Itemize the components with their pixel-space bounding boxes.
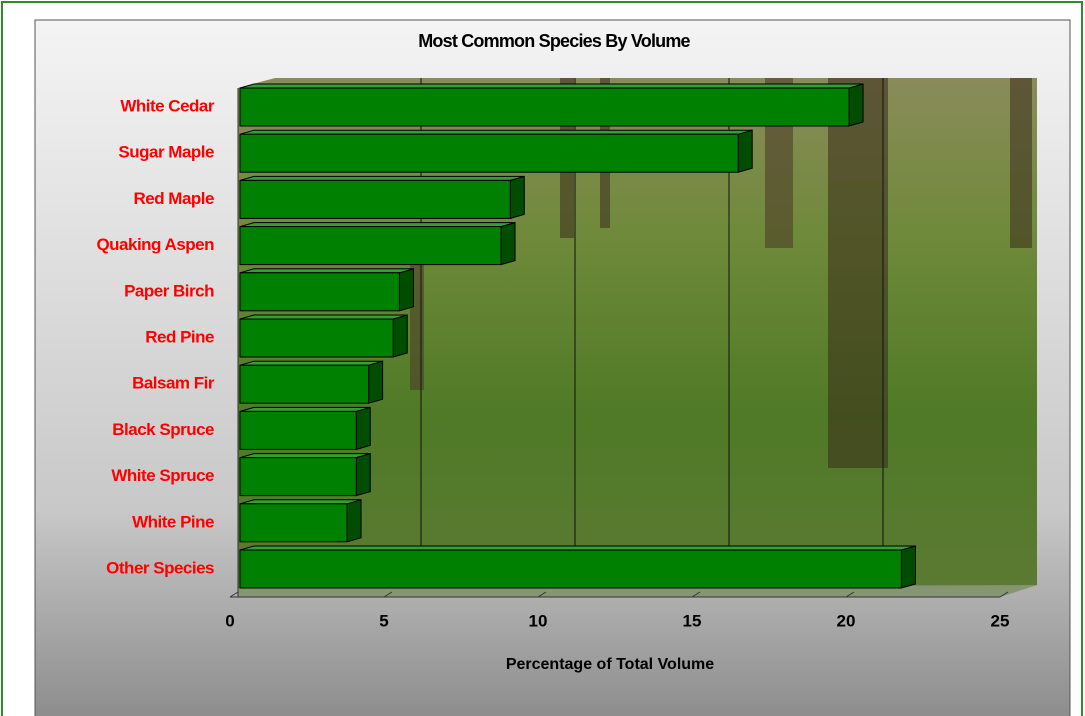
chart-title: Most Common Species By Volume	[418, 31, 690, 51]
y-tick-label: White Pine	[132, 512, 214, 531]
bar-side	[738, 130, 752, 172]
bar-side	[901, 546, 915, 588]
bar-side	[347, 500, 361, 542]
bar-top	[240, 407, 370, 411]
y-tick-label: White Spruce	[111, 466, 214, 485]
y-tick-label: White Cedar	[120, 96, 215, 115]
bar	[240, 88, 849, 126]
y-tick-label: Quaking Aspen	[96, 235, 214, 254]
bar-top	[240, 315, 407, 319]
bar-top	[240, 84, 863, 88]
bar-top	[240, 223, 515, 227]
bar-top	[240, 269, 413, 273]
bar	[240, 180, 510, 218]
bar-top	[240, 454, 370, 458]
chart: Most Common Species By Volume Percentage…	[0, 0, 1085, 716]
y-tick-label: Black Spruce	[112, 420, 214, 439]
bar	[240, 550, 901, 588]
x-tick-label: 15	[683, 611, 702, 630]
tree	[828, 78, 888, 468]
bar-side	[356, 407, 370, 449]
y-tick-label: Other Species	[106, 558, 214, 577]
y-tick-label: Red Maple	[133, 189, 214, 208]
y-tick-label: Paper Birch	[124, 281, 214, 300]
bar-top	[240, 361, 383, 365]
tree	[1010, 78, 1032, 248]
y-tick-label: Red Pine	[145, 327, 214, 346]
x-tick-label: 10	[529, 611, 548, 630]
x-axis-title: Percentage of Total Volume	[506, 656, 714, 673]
x-tick-label: 5	[379, 611, 388, 630]
x-tick-label: 25	[991, 611, 1010, 630]
bar	[240, 504, 347, 542]
bar-side	[399, 269, 413, 311]
bar-side	[369, 361, 383, 403]
x-tick-label: 20	[837, 611, 856, 630]
bar-top	[240, 176, 524, 180]
bar	[240, 273, 399, 311]
bar-side	[356, 454, 370, 496]
bar	[240, 365, 369, 403]
page: Most Common Species By Volume Percentage…	[0, 0, 1085, 716]
x-tick-label: 0	[225, 611, 234, 630]
bar	[240, 411, 356, 449]
bar-side	[501, 223, 515, 265]
y-tick-label: Balsam Fir	[132, 374, 215, 393]
bar-top	[240, 130, 752, 134]
bar	[240, 458, 356, 496]
bar-top	[240, 500, 361, 504]
bar-side	[510, 176, 524, 218]
bar	[240, 319, 393, 357]
bar	[240, 134, 738, 172]
bar	[240, 227, 501, 265]
bar-side	[393, 315, 407, 357]
bar-side	[849, 84, 863, 126]
y-tick-label: Sugar Maple	[118, 143, 214, 162]
bar-top	[240, 546, 915, 550]
